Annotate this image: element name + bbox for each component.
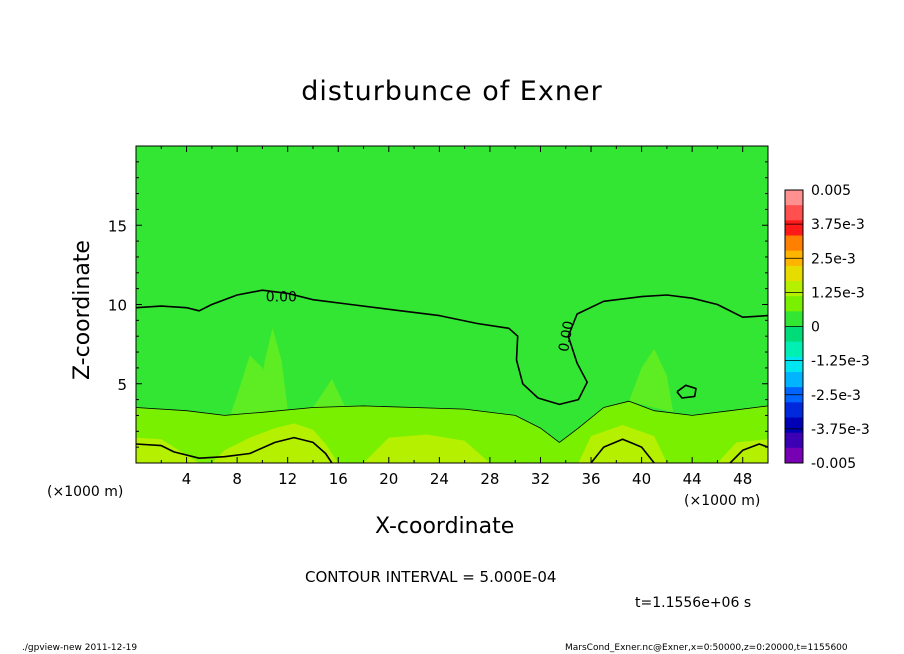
colorbar-label: 0 — [811, 320, 820, 336]
x-tick-label: 40 — [632, 470, 651, 488]
x-unit-label-left: (×1000 m) — [47, 484, 124, 500]
contour-label: 0.00 — [556, 320, 577, 353]
colorbar-swatch — [785, 190, 803, 206]
weak-positive-fill — [629, 348, 674, 413]
colorbar-swatch — [785, 402, 803, 418]
colorbar-swatch — [785, 432, 803, 449]
x-tick-label: 28 — [480, 470, 499, 488]
contour-interval-label: CONTOUR INTERVAL = 5.000E-04 — [305, 568, 557, 586]
x-tick-label: 4 — [182, 470, 192, 488]
weak-positive-fill — [256, 328, 288, 413]
colorbar-label: -2.5e-3 — [811, 388, 861, 404]
weak-positive-fill — [313, 379, 345, 408]
y-axis-label: Z-coordinate — [70, 240, 95, 380]
colorbar-swatch — [785, 356, 803, 373]
x-unit-label-right: (×1000 m) — [684, 493, 761, 509]
contour-line — [676, 384, 697, 399]
colorbar-swatch — [785, 220, 803, 236]
colorbar-label: -3.75e-3 — [811, 422, 870, 438]
contour-line — [135, 400, 769, 443]
x-tick-label: 20 — [379, 470, 398, 488]
colorbar-swatch — [785, 205, 803, 221]
colorbar-label: -1.25e-3 — [811, 354, 870, 370]
contour-line — [590, 438, 655, 464]
colorbar-swatch — [785, 235, 803, 252]
contour-line — [729, 443, 769, 464]
colorbar-label: 3.75e-3 — [811, 217, 865, 233]
colorbar-swatch — [785, 417, 803, 434]
colorbar-label: 0.005 — [811, 183, 851, 199]
colorbar-swatch — [785, 311, 803, 327]
x-tick-label: 24 — [430, 470, 449, 488]
x-tick-label: 12 — [278, 470, 297, 488]
x-tick-label: 44 — [683, 470, 702, 488]
footer-left-text: ./gpview-new 2011-12-19 — [22, 643, 138, 653]
x-tick-label: 16 — [329, 470, 348, 488]
y-tick-label: 5 — [117, 376, 127, 394]
colorbar-swatch — [785, 447, 803, 464]
x-tick-label: 32 — [531, 470, 550, 488]
time-label: t=1.1556e+06 s — [635, 595, 752, 611]
y-tick-label: 10 — [108, 297, 127, 315]
y-tick-label: 15 — [108, 217, 127, 235]
colorbar-label: 2.5e-3 — [811, 251, 856, 267]
contour-line — [135, 436, 333, 464]
colorbar-swatch — [785, 326, 803, 343]
positive-surface-fill — [578, 425, 667, 463]
positive-surface-fill — [363, 434, 490, 463]
colorbar-label: -0.005 — [811, 456, 856, 472]
footer-right-text: MarsCond_Exner.nc@Exner,x=0:50000,z=0:20… — [565, 643, 848, 653]
x-tick-label: 36 — [581, 470, 600, 488]
chart-title: disturbunce of Exner — [301, 76, 603, 107]
x-tick-label: 8 — [232, 470, 242, 488]
colorbar-swatch — [785, 265, 803, 282]
colorbar-swatch — [785, 372, 803, 388]
contour-line — [135, 289, 769, 406]
colorbar-swatch — [785, 281, 803, 297]
x-tick-label: 48 — [733, 470, 752, 488]
colorbar-swatch — [785, 341, 803, 358]
positive-surface-fill — [136, 437, 200, 463]
x-axis-label: X-coordinate — [375, 514, 515, 539]
contour-label: 0.00 — [266, 290, 297, 306]
colorbar-label: 1.25e-3 — [811, 285, 865, 301]
colorbar-swatch — [785, 296, 803, 312]
